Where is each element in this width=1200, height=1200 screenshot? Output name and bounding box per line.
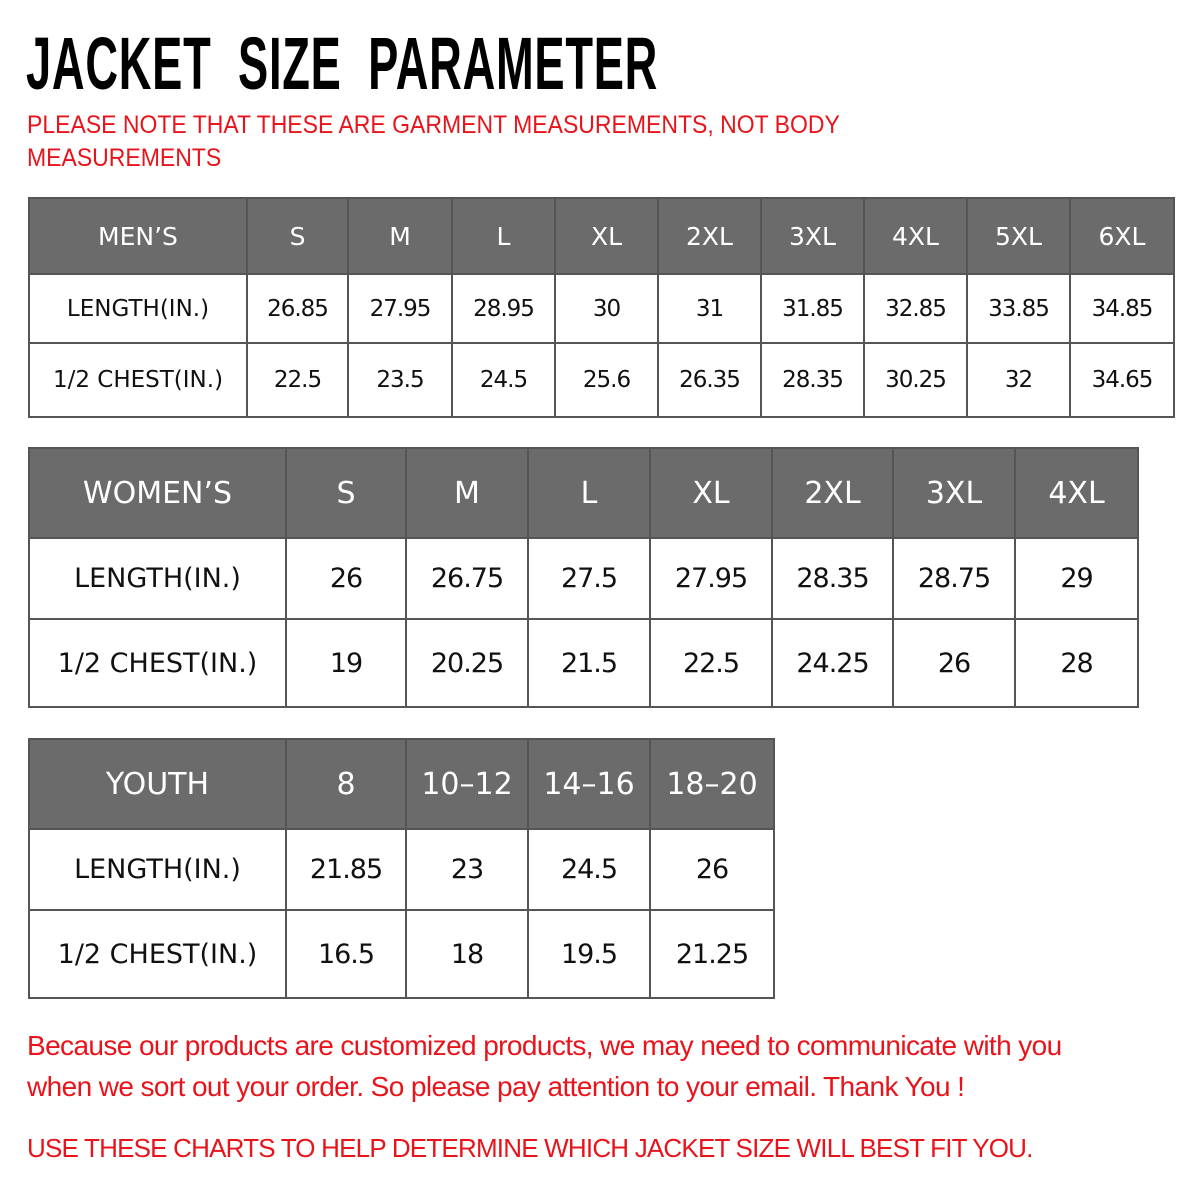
measurement-cell: 22.5	[649, 618, 773, 708]
measurement-cell: 28.95	[451, 273, 556, 344]
measurement-cell: 24.5	[527, 828, 651, 911]
measurement-cell: 19	[285, 618, 407, 708]
table-row: LENGTH(IN.) 26.85 27.95 28.95 30 31 31.85 32.85…	[28, 273, 1175, 344]
size-header-cell: XL	[554, 197, 659, 275]
measurement-cell: 16.5	[285, 909, 407, 999]
footer-line1: Because our products are customized prod…	[27, 1030, 1062, 1061]
size-header-cell: 4XL	[863, 197, 968, 275]
measurement-cell: 34.65	[1069, 342, 1175, 418]
garment-note-line2: MEASUREMENTS	[27, 144, 222, 172]
mens-size-table: MEN’S S M L XL 2XL 3XL 4XL 5XL 6XL LENGTH(IN.) 26.8…	[28, 197, 1175, 418]
footer-line3: USE THESE CHARTS TO HELP DETERMINE WHICH…	[27, 1133, 1033, 1163]
size-header-cell: 3XL	[760, 197, 865, 275]
size-header-cell: M	[347, 197, 453, 275]
measurement-cell: 20.25	[405, 618, 529, 708]
measurement-cell: 21.5	[527, 618, 651, 708]
size-header-cell: 10–12	[405, 738, 529, 830]
table-row: 1/2 CHEST(IN.) 19 20.25 21.5 22.5 24.25 26 28	[28, 618, 1139, 708]
table-row: LENGTH(IN.) 21.85 23 24.5 26	[28, 828, 775, 911]
measurement-cell: 28.35	[771, 537, 894, 620]
table-header-row: MEN’S S M L XL 2XL 3XL 4XL 5XL 6XL	[28, 197, 1175, 275]
measurement-cell: 27.5	[527, 537, 651, 620]
size-header-cell: 14–16	[527, 738, 651, 830]
page-title: JACKET SIZE PARAMETER	[26, 23, 659, 107]
measurement-label: LENGTH(IN.)	[28, 537, 287, 620]
measurement-cell: 30	[554, 273, 659, 344]
size-header-cell: 6XL	[1069, 197, 1175, 275]
size-header-cell: L	[451, 197, 556, 275]
table-row: 1/2 CHEST(IN.) 16.5 18 19.5 21.25	[28, 909, 775, 999]
measurement-cell: 27.95	[649, 537, 773, 620]
measurement-cell: 32	[966, 342, 1071, 418]
measurement-cell: 24.25	[771, 618, 894, 708]
measurement-cell: 27.95	[347, 273, 453, 344]
measurement-label: 1/2 CHEST(IN.)	[28, 342, 248, 418]
size-header-cell: M	[405, 447, 529, 539]
size-header-cell: 18–20	[649, 738, 775, 830]
measurement-cell: 26.75	[405, 537, 529, 620]
measurement-cell: 21.85	[285, 828, 407, 911]
garment-note-line1: PLEASE NOTE THAT THESE ARE GARMENT MEASU…	[27, 111, 840, 139]
measurement-cell: 22.5	[246, 342, 349, 418]
measurement-cell: 19.5	[527, 909, 651, 999]
measurement-cell: 26	[285, 537, 407, 620]
measurement-cell: 25.6	[554, 342, 659, 418]
measurement-cell: 26.35	[657, 342, 762, 418]
measurement-cell: 28	[1014, 618, 1139, 708]
measurement-cell: 18	[405, 909, 529, 999]
measurement-cell: 21.25	[649, 909, 775, 999]
measurement-cell: 30.25	[863, 342, 968, 418]
table-row: LENGTH(IN.) 26 26.75 27.5 27.95 28.35 28.75 29	[28, 537, 1139, 620]
measurement-cell: 34.85	[1069, 273, 1175, 344]
measurement-label: 1/2 CHEST(IN.)	[28, 909, 287, 999]
measurement-cell: 26	[892, 618, 1016, 708]
size-header-cell: XL	[649, 447, 773, 539]
table-category-header: WOMEN’S	[28, 447, 287, 539]
measurement-cell: 28.35	[760, 342, 865, 418]
table-header-row: YOUTH 8 10–12 14–16 18–20	[28, 738, 775, 830]
size-header-cell: 8	[285, 738, 407, 830]
size-header-cell: S	[285, 447, 407, 539]
measurement-cell: 31	[657, 273, 762, 344]
table-row: 1/2 CHEST(IN.) 22.5 23.5 24.5 25.6 26.35 28.35…	[28, 342, 1175, 418]
size-header-cell: 2XL	[657, 197, 762, 275]
measurement-cell: 26	[649, 828, 775, 911]
measurement-cell: 26.85	[246, 273, 349, 344]
measurement-label: LENGTH(IN.)	[28, 273, 248, 344]
size-header-cell: L	[527, 447, 651, 539]
size-header-cell: 5XL	[966, 197, 1071, 275]
size-header-cell: 3XL	[892, 447, 1016, 539]
size-header-cell: 4XL	[1014, 447, 1139, 539]
measurement-label: LENGTH(IN.)	[28, 828, 287, 911]
measurement-cell: 29	[1014, 537, 1139, 620]
measurement-label: 1/2 CHEST(IN.)	[28, 618, 287, 708]
footer-line2: when we sort out your order. So please p…	[27, 1071, 965, 1102]
measurement-cell: 31.85	[760, 273, 865, 344]
measurement-cell: 23	[405, 828, 529, 911]
measurement-cell: 23.5	[347, 342, 453, 418]
measurement-cell: 24.5	[451, 342, 556, 418]
womens-size-table: WOMEN’S S M L XL 2XL 3XL 4XL LENGTH(IN.) 26 26.75 2…	[28, 447, 1139, 708]
measurement-cell: 33.85	[966, 273, 1071, 344]
size-header-cell: 2XL	[771, 447, 894, 539]
measurement-cell: 28.75	[892, 537, 1016, 620]
measurement-cell: 32.85	[863, 273, 968, 344]
table-category-header: MEN’S	[28, 197, 248, 275]
table-category-header: YOUTH	[28, 738, 287, 830]
table-header-row: WOMEN’S S M L XL 2XL 3XL 4XL	[28, 447, 1139, 539]
youth-size-table: YOUTH 8 10–12 14–16 18–20 LENGTH(IN.) 21.85 23 2…	[28, 738, 775, 999]
size-header-cell: S	[246, 197, 349, 275]
